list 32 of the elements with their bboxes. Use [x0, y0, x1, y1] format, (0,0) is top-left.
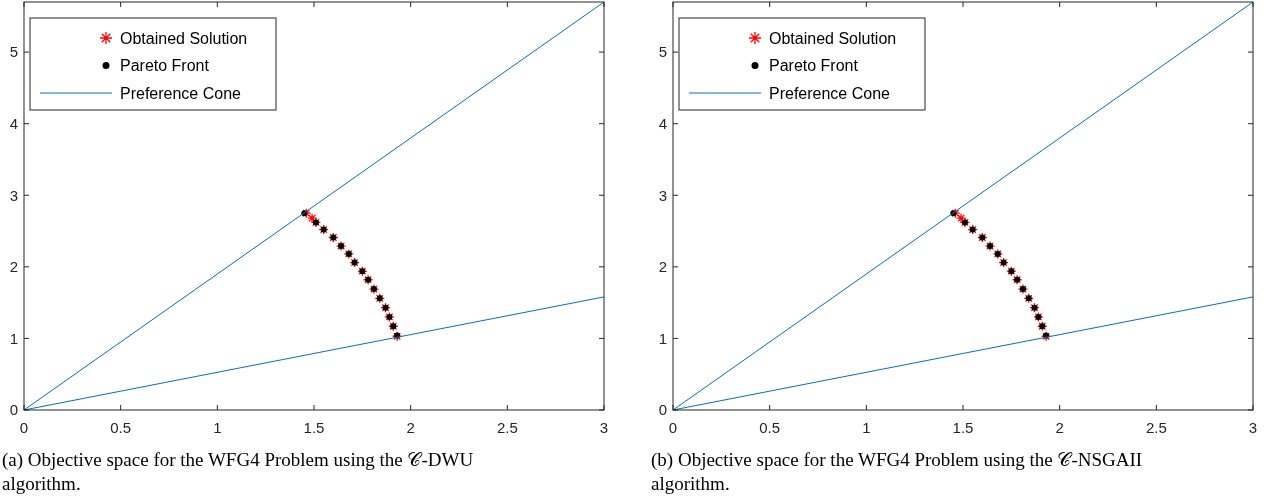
legend-label: Obtained Solution [769, 29, 897, 47]
x-tick-label: 1.5 [952, 419, 974, 436]
y-tick-label: 2 [658, 258, 667, 276]
y-tick-label: 3 [9, 186, 18, 204]
legend-label: Pareto Front [120, 57, 210, 75]
y-tick-label: 4 [658, 114, 667, 132]
y-tick-label: 5 [658, 43, 667, 61]
x-tick-label: 2.5 [1145, 419, 1167, 436]
y-tick-label: 3 [658, 186, 667, 204]
legend-label: Pareto Front [769, 57, 859, 75]
y-tick-label: 1 [9, 329, 18, 347]
y-tick-label: 0 [658, 401, 667, 419]
text: (a) Objective space for the WFG4 Problem using the 𝒞-DWU algorithm. [2, 449, 474, 494]
legend-label: Preference Cone [120, 84, 242, 102]
text: (b) Objective space for the WFG4 Problem using the 𝒞-NSGAII algorithm. [651, 449, 1143, 494]
x-tick-label: 3 [1248, 419, 1258, 436]
y-tick-label: 1 [658, 329, 667, 347]
y-tick-label: 5 [9, 43, 18, 61]
x-tick-label: 1 [862, 419, 871, 436]
legend-label: Preference Cone [769, 84, 891, 102]
x-tick-label: 0.5 [759, 419, 781, 436]
y-tick-label: 2 [9, 258, 18, 276]
x-tick-label: 2 [406, 419, 415, 436]
x-tick-label: 1 [213, 419, 222, 436]
y-tick-label: 0 [9, 401, 18, 419]
y-tick-label: 4 [9, 114, 18, 132]
legend-label: Obtained Solution [120, 29, 248, 47]
x-tick-label: 1.5 [303, 419, 325, 436]
x-tick-label: 2.5 [496, 419, 518, 436]
x-tick-label: 3 [599, 419, 609, 436]
x-tick-label: 0.5 [110, 419, 132, 436]
x-tick-label: 2 [1055, 419, 1064, 436]
